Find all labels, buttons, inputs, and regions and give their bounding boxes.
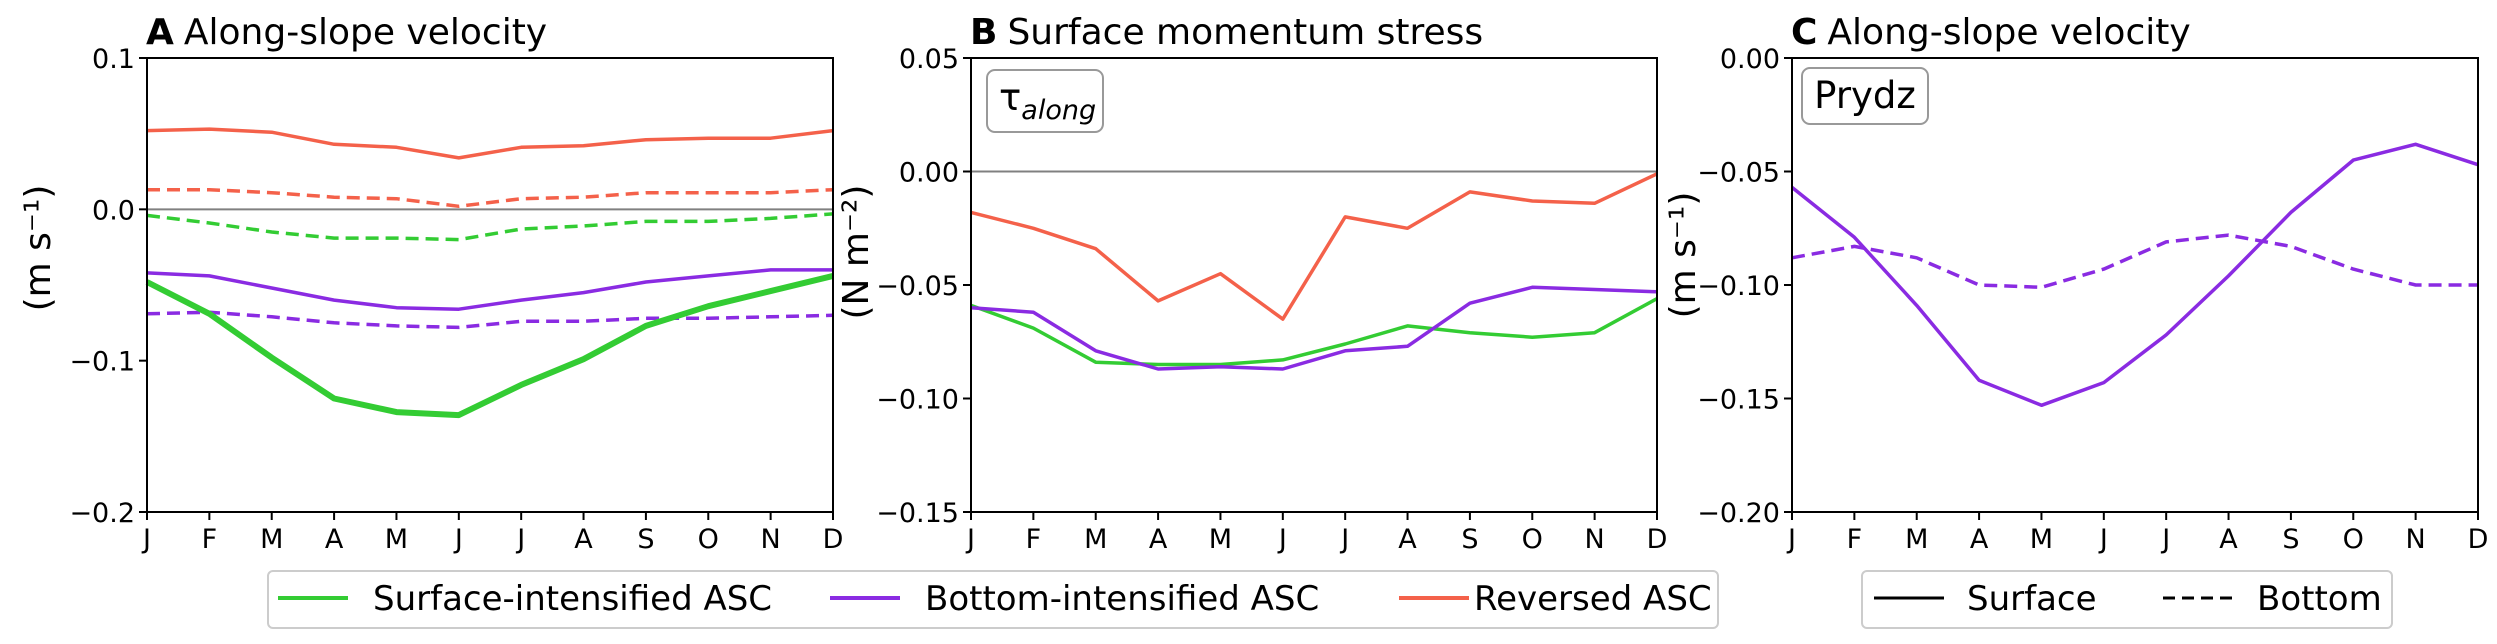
panel-a-x-tick-label: J: [453, 524, 463, 555]
panel-b-y-tick-label: 0.05: [899, 44, 959, 75]
panel-a: A Along-slope velocity (m s⁻¹) 0.1 0.0 −0.1…: [18, 12, 843, 555]
panel-a-series-reversed-solid: [146, 127, 834, 160]
panel-b-y-tick-label: −0.10: [876, 385, 959, 416]
panel-b-x-tick-label: S: [1461, 524, 1478, 555]
panel-a-y-tick-label: 0.0: [92, 195, 135, 226]
legend-label-surface-intensified: Surface-intensified ASC: [373, 579, 772, 619]
legend-style: Surface Bottom: [1861, 570, 2393, 629]
panel-c-y-tick-label: −0.10: [1697, 271, 1780, 302]
panel-a-title: A Along-slope velocity: [146, 12, 547, 53]
panel-c-y-tick-label: −0.15: [1697, 385, 1780, 416]
panel-a-x-tick-label: N: [761, 524, 781, 555]
panel-b-y-tick-label: −0.15: [876, 498, 959, 529]
panel-c-x-tick-label: J: [2098, 524, 2108, 555]
panel-b-x-tick-label: A: [1149, 524, 1168, 555]
panel-b-series-bottom-intensified-solid: [970, 285, 1658, 371]
panel-a-x-tick-label: J: [515, 524, 525, 555]
panel-a-x-tick-label: J: [141, 524, 151, 555]
panel-b-x-tick-label: J: [1339, 524, 1349, 555]
panel-c: C Along-slope velocity (m s⁻¹) Prydz 0.00…: [1663, 12, 2488, 555]
legend-label-bottom-intensified: Bottom-intensified ASC: [925, 579, 1319, 619]
panel-c-series-bottom-intensified-solid: [1790, 142, 2479, 408]
panel-c-x-tick-label: D: [2468, 524, 2489, 555]
panel-a-x-tick-label: S: [637, 524, 654, 555]
panel-a-series-reversed-dashed: [147, 187, 834, 209]
panel-a-x-tick-label: F: [202, 524, 218, 555]
panel-c-inset-box: [1801, 67, 1929, 125]
panel-c-x-tick-label: J: [1786, 524, 1796, 555]
panel-b-y-axis-label: (N m⁻²): [836, 185, 877, 320]
panel-c-inset-label: Prydz: [1814, 74, 1916, 117]
panel-c-y-tick-label: 0.00: [1720, 44, 1780, 75]
panel-c-x-tick-label: M: [2030, 524, 2053, 555]
panel-b-title: B Surface momentum stress: [970, 12, 1483, 53]
panel-c-y-tick-label: −0.05: [1697, 158, 1780, 189]
legend-style-frame: [1861, 570, 2393, 629]
panel-b-x-tick-label: J: [1277, 524, 1287, 555]
panel-c-x-tick-label: F: [1847, 524, 1863, 555]
panel-b: B Surface momentum stress (N m⁻²) τalong …: [836, 12, 1667, 555]
panel-c-x-tick-label: A: [2219, 524, 2238, 555]
panel-a-series-bottom-intensified-solid: [146, 268, 833, 311]
panel-a-x-tick-label: O: [698, 524, 719, 555]
panel-c-y-tick-label: −0.20: [1697, 498, 1780, 529]
panel-b-y-tick-label: 0.00: [899, 158, 959, 189]
panel-b-x-tick-label: M: [1084, 524, 1107, 555]
panel-b-series-reversed-solid: [970, 172, 1658, 321]
panel-a-x-tick-label: A: [325, 524, 344, 555]
legend-label-reversed: Reversed ASC: [1474, 579, 1712, 619]
panel-b-x-tick-label: O: [1522, 524, 1543, 555]
panel-a-x-tick-label: A: [574, 524, 593, 555]
panel-c-y-axis-label: (m s⁻¹): [1663, 192, 1704, 319]
panel-a-y-tick-label: −0.1: [69, 347, 135, 378]
panel-a-x-tick-label: M: [385, 524, 408, 555]
legend-main: Surface-intensified ASC Bottom-intensifi…: [267, 570, 1719, 629]
panel-a-x-tick-label: D: [823, 524, 844, 555]
panel-b-x-tick-label: D: [1647, 524, 1668, 555]
panel-a-series-surface-intensified-dashed: [146, 212, 834, 242]
panel-a-y-axis-label: (m s⁻¹): [18, 185, 59, 312]
panel-c-x-tick-label: S: [2282, 524, 2299, 555]
panel-c-x-tick-label: A: [1970, 524, 1989, 555]
panel-a-y-tick-label: −0.2: [69, 498, 135, 529]
panel-b-inset-label: τalong: [999, 76, 1096, 126]
panel-c-x-tick-label: J: [2160, 524, 2170, 555]
panel-c-axes-frame: [1791, 57, 2479, 513]
panel-b-x-tick-label: M: [1209, 524, 1232, 555]
legend-label-bottom: Bottom: [2257, 579, 2382, 619]
legend-main-frame: [267, 570, 1719, 629]
panel-a-axes-frame: [146, 57, 834, 513]
panel-b-series-surface-intensified-solid: [970, 297, 1658, 367]
panel-a-y-tick-label: 0.1: [92, 44, 135, 75]
legend-label-surface: Surface: [1967, 579, 2097, 619]
panel-c-x-tick-label: O: [2343, 524, 2364, 555]
panel-b-inset-box: [986, 69, 1104, 133]
panel-b-x-tick-label: A: [1398, 524, 1417, 555]
panel-c-x-tick-label: M: [1905, 524, 1928, 555]
panel-b-y-tick-label: −0.05: [876, 271, 959, 302]
panel-b-x-tick-label: F: [1026, 524, 1042, 555]
panel-a-x-tick-label: M: [260, 524, 283, 555]
panel-c-title: C Along-slope velocity: [1791, 12, 2191, 53]
panel-a-series-surface-intensified-solid: [145, 272, 834, 419]
panel-c-x-tick-label: N: [2406, 524, 2426, 555]
panel-b-x-tick-label: N: [1585, 524, 1605, 555]
panel-b-x-tick-label: J: [965, 524, 975, 555]
panel-a-series-bottom-intensified-dashed: [146, 310, 834, 330]
